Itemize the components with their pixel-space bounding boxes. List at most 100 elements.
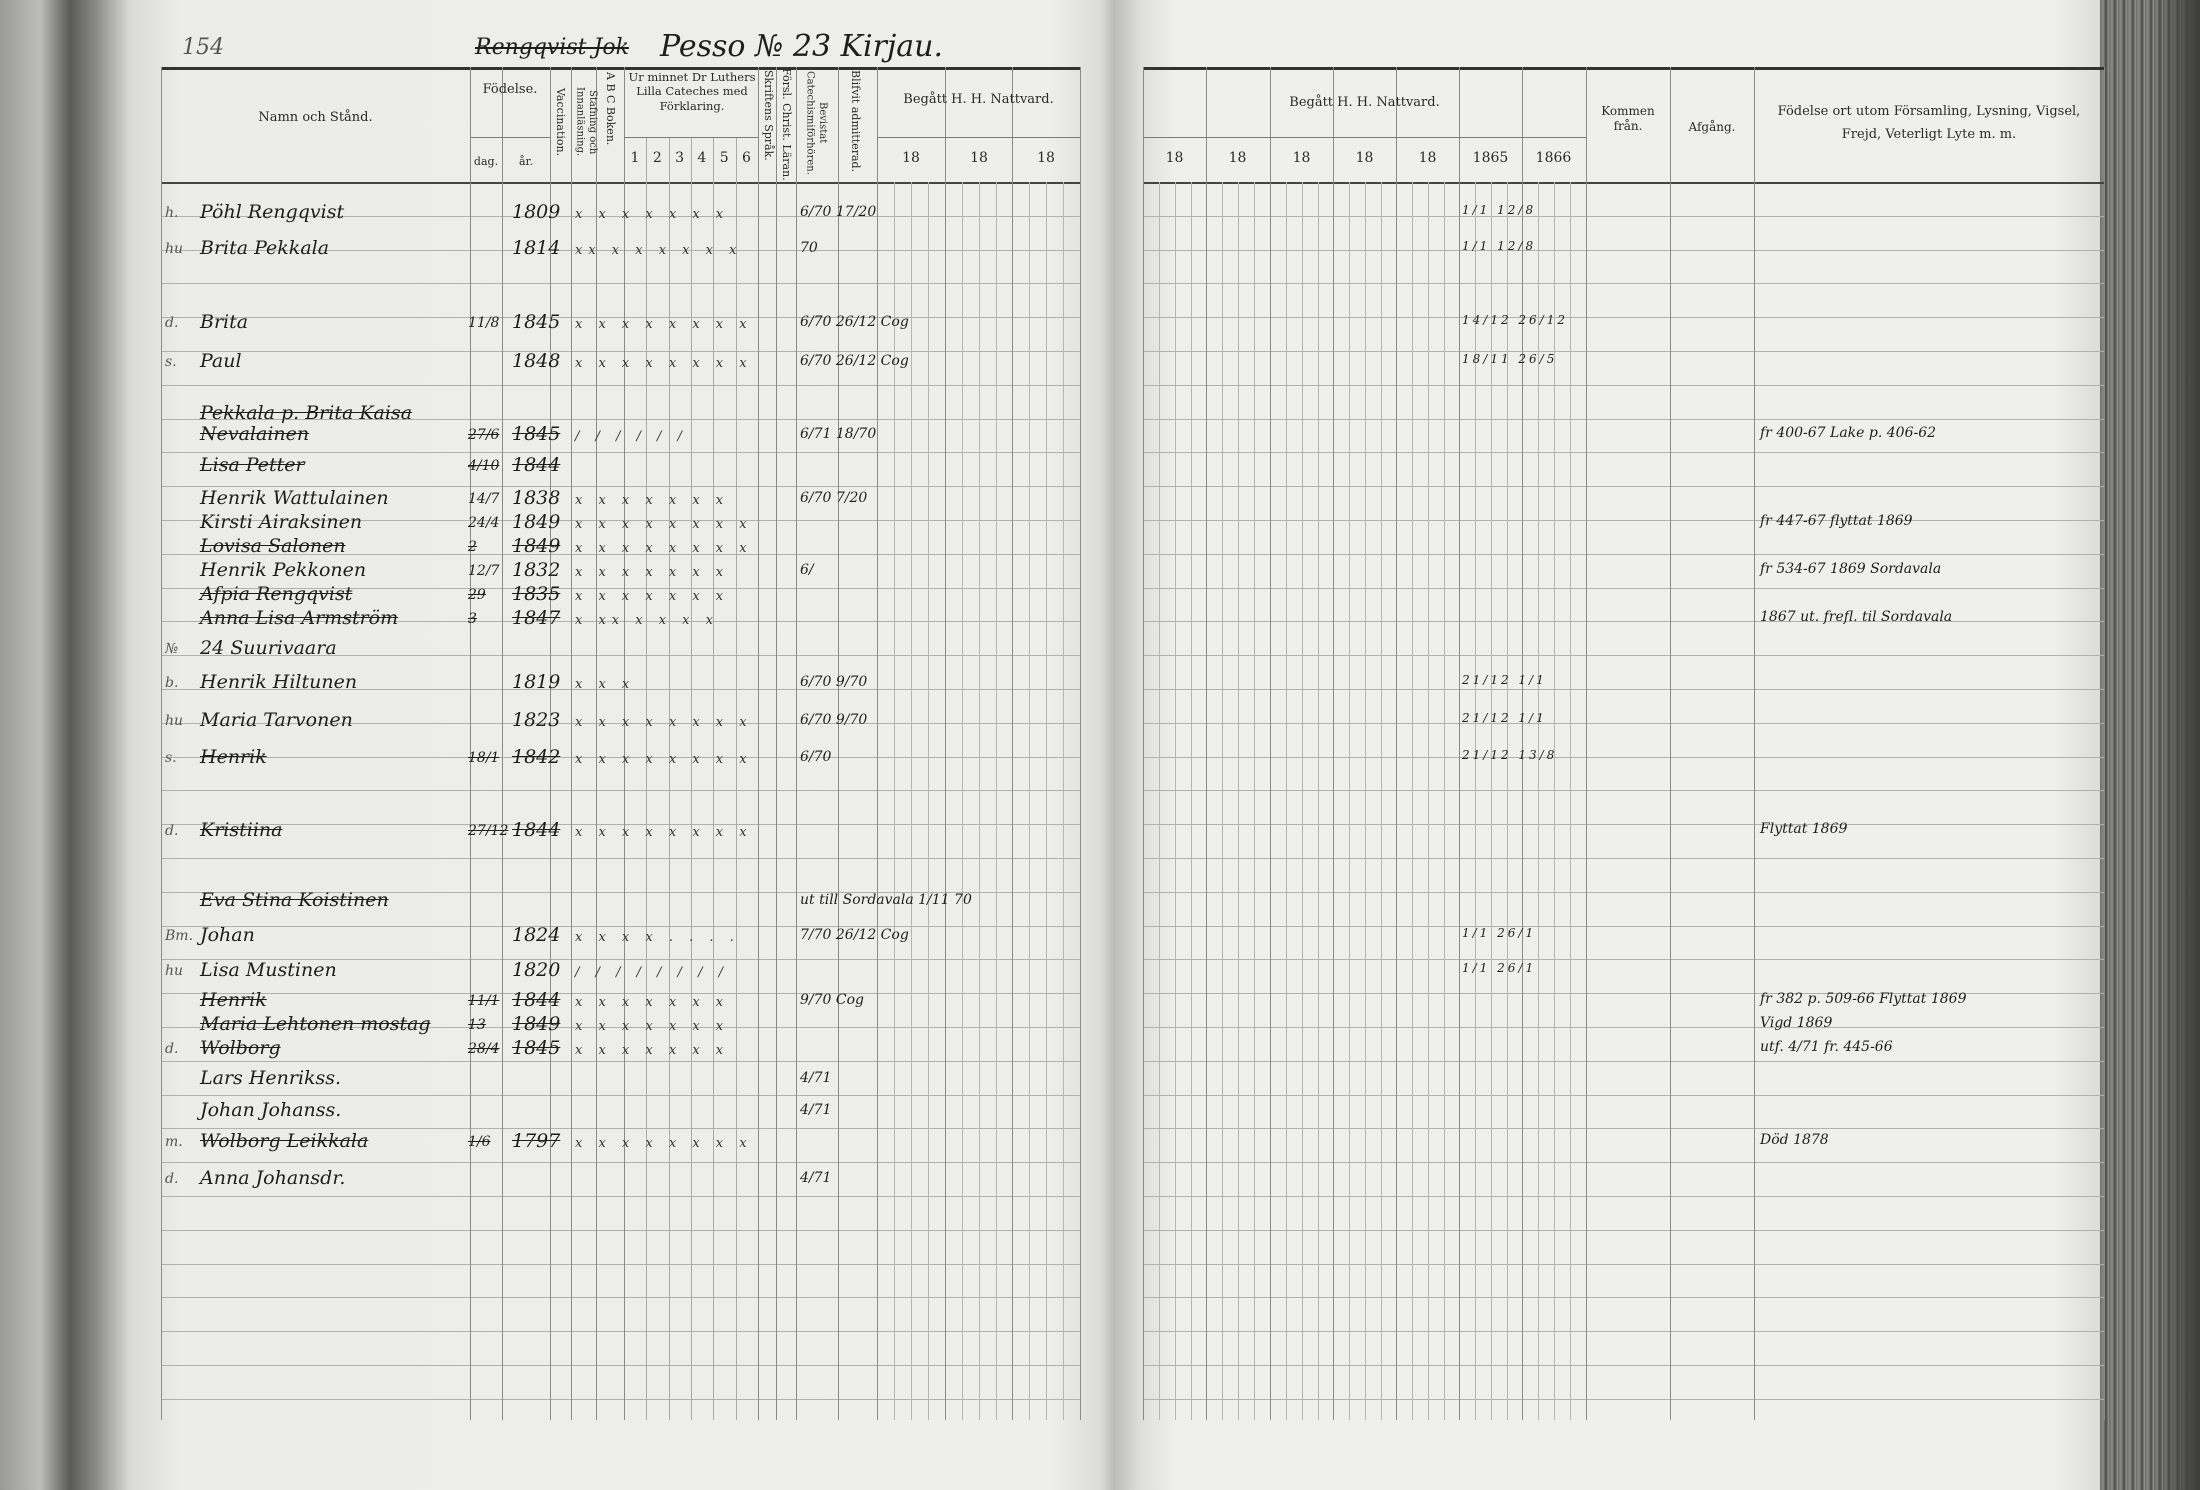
row-rule bbox=[161, 959, 1080, 960]
row-rule bbox=[1143, 926, 2104, 927]
row-rule bbox=[1143, 858, 2104, 859]
birth-day: 27/12 bbox=[468, 823, 509, 839]
row-prefix: hu bbox=[165, 713, 184, 729]
page-title: Pesso № 23 Kirjau. bbox=[660, 29, 944, 64]
knowledge-marks: x x x x x x x bbox=[575, 1019, 730, 1034]
person-name: 24 Suurivaara bbox=[200, 637, 337, 659]
birth-day: 12/7 bbox=[468, 563, 500, 579]
catechism-subcolumn-rule bbox=[646, 137, 647, 1420]
birth-year: 1845 bbox=[512, 1037, 561, 1059]
person-name: Henrik Hiltunen bbox=[200, 671, 358, 693]
row-rule bbox=[161, 757, 1080, 758]
admission-notes: 70 bbox=[800, 240, 818, 256]
communion-1865-1866-entry: 1/1 12/8 bbox=[1462, 239, 1537, 253]
row-prefix: s. bbox=[165, 354, 177, 370]
admission-notes: 6/70 bbox=[800, 749, 832, 765]
row-rule bbox=[1143, 1128, 2104, 1129]
remark-entry: fr 382 p. 509-66 Flyttat 1869 bbox=[1760, 991, 1967, 1007]
birth-year: 1845 bbox=[512, 423, 561, 445]
row-prefix: b. bbox=[165, 675, 179, 691]
row-rule bbox=[1143, 993, 2104, 994]
catechism-column-2: 2 bbox=[652, 150, 662, 166]
header-spelling: Stafning och Innanläsning. bbox=[574, 87, 599, 157]
knowledge-marks: x xx x x x x bbox=[575, 613, 719, 628]
column-rule bbox=[1333, 67, 1334, 1420]
communion-subcolumn-rule bbox=[1222, 182, 1223, 1420]
communion-1865-1866-entry: 21/12 1/1 bbox=[1462, 711, 1547, 725]
header-communion-left: Begått H. H. Nattvard. bbox=[903, 92, 1054, 107]
header-bottom-rule bbox=[161, 182, 1080, 184]
row-rule bbox=[161, 655, 1080, 656]
admission-notes: ut till Sordavala 1/11 70 bbox=[800, 892, 972, 908]
communion-split-rule bbox=[1143, 137, 1586, 138]
birth-year: 1849 bbox=[512, 535, 561, 557]
column-rule bbox=[624, 67, 625, 1420]
admission-notes: 6/70 26/12 Cog bbox=[800, 314, 909, 330]
person-name: Pekkala p. Brita Kaisa Nevalainen bbox=[200, 402, 413, 445]
header-abc: A B C Boken. bbox=[603, 72, 617, 146]
person-name: Johan Johanss. bbox=[200, 1099, 342, 1121]
birth-year: 1797 bbox=[512, 1130, 561, 1152]
birth-day: 11/8 bbox=[468, 315, 500, 331]
knowledge-marks: x x x x x x x x bbox=[575, 825, 753, 840]
admission-notes: 6/70 9/70 bbox=[800, 674, 868, 690]
communion-subcolumn-rule bbox=[1046, 182, 1047, 1420]
communion-year-4: 18 bbox=[1418, 150, 1437, 166]
row-rule bbox=[1143, 452, 2104, 453]
row-rule bbox=[1143, 790, 2104, 791]
birth-year: 1809 bbox=[512, 201, 561, 223]
person-name: Lars Henrikss. bbox=[200, 1067, 342, 1089]
communion-subcolumn-rule bbox=[894, 182, 895, 1420]
row-rule bbox=[1143, 655, 2104, 656]
column-rule bbox=[2104, 67, 2105, 1420]
row-prefix: Bm. bbox=[165, 928, 194, 944]
person-name: Eva Stina Koistinen bbox=[200, 889, 389, 911]
person-name: Kristiina bbox=[200, 819, 283, 841]
header-birth-year: år. bbox=[518, 155, 534, 168]
row-rule bbox=[1143, 723, 2104, 724]
left-page bbox=[0, 0, 1115, 1490]
row-rule bbox=[161, 1331, 1080, 1332]
row-rule bbox=[1143, 1162, 2104, 1163]
row-rule bbox=[161, 1399, 1080, 1400]
birth-day: 3 bbox=[468, 611, 477, 627]
person-name: Brita Pekkala bbox=[200, 237, 330, 259]
header-remarks: Födelse ort utom Församling, Lysning, Vi… bbox=[1777, 104, 2081, 143]
communion-year-3: 18 bbox=[1355, 150, 1374, 166]
column-rule bbox=[838, 67, 839, 1420]
birth-year: 1824 bbox=[512, 924, 561, 946]
row-rule bbox=[1143, 1264, 2104, 1265]
birth-day: 2 bbox=[468, 539, 477, 555]
row-rule bbox=[1143, 621, 2104, 622]
communion-subcolumn-rule bbox=[1381, 182, 1382, 1420]
row-rule bbox=[1143, 959, 2104, 960]
row-rule bbox=[1143, 385, 2104, 386]
row-rule bbox=[1143, 317, 2104, 318]
person-name: Brita bbox=[200, 311, 249, 333]
communion-subcolumn-rule bbox=[1428, 182, 1429, 1420]
row-rule bbox=[161, 993, 1080, 994]
row-rule bbox=[161, 520, 1080, 521]
birth-year: 1842 bbox=[512, 746, 561, 768]
communion-year-0: 18 bbox=[1165, 150, 1184, 166]
birth-day: 24/4 bbox=[468, 515, 500, 531]
catechism-column-6: 6 bbox=[742, 150, 751, 166]
catechism-split-rule bbox=[624, 137, 758, 138]
header-communion-right: Begått H. H. Nattvard. bbox=[1289, 95, 1440, 110]
communion-subcolumn-rule bbox=[1318, 182, 1319, 1420]
column-rule bbox=[1143, 67, 1144, 1420]
column-rule bbox=[877, 67, 878, 1420]
communion-year-1: 18 bbox=[1228, 150, 1247, 166]
person-name: Afpia Rengqvist bbox=[200, 583, 353, 605]
knowledge-marks: x x x x x x x x bbox=[575, 541, 753, 556]
header-birth-day: dag. bbox=[473, 155, 499, 168]
column-rule bbox=[758, 67, 759, 1420]
row-prefix: d. bbox=[165, 1171, 179, 1187]
column-rule bbox=[470, 67, 471, 1420]
knowledge-marks: x x x x x x x bbox=[575, 589, 730, 604]
admission-notes: 6/70 9/70 bbox=[800, 712, 868, 728]
communion-subcolumn-rule bbox=[928, 182, 929, 1420]
row-rule bbox=[161, 452, 1080, 453]
row-rule bbox=[161, 1230, 1080, 1231]
column-rule bbox=[550, 67, 551, 1420]
